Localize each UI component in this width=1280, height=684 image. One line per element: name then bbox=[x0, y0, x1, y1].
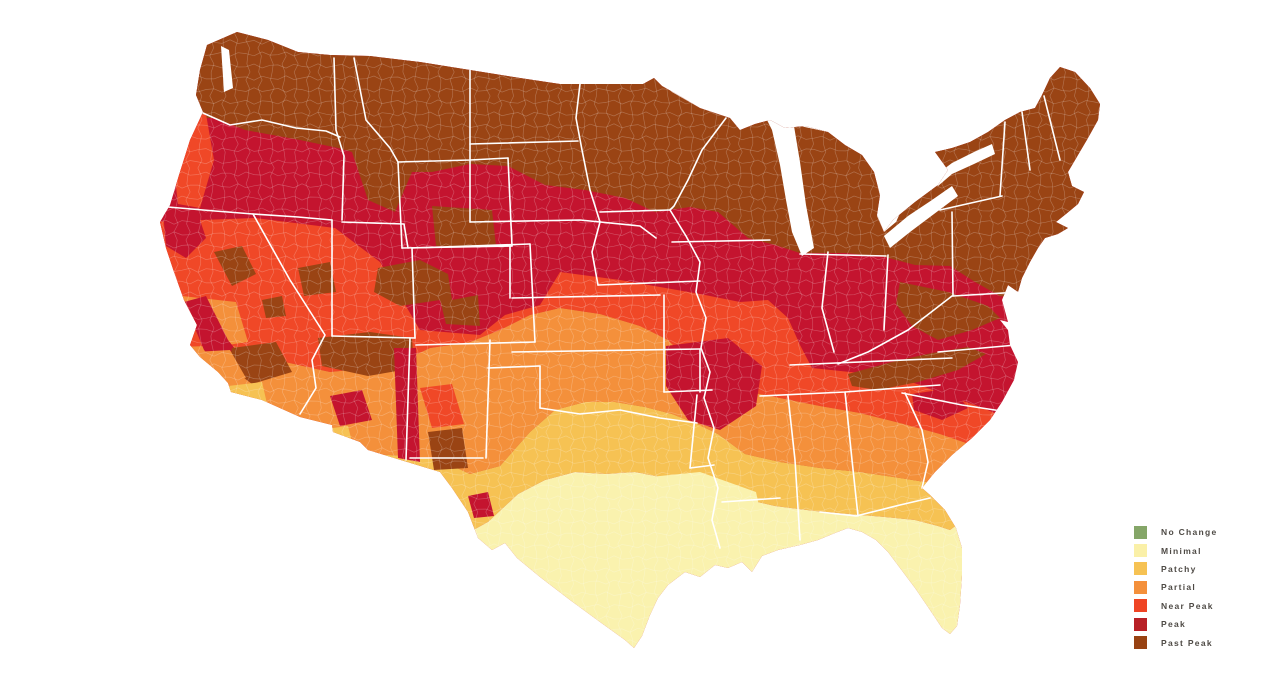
map-zone-past_peak[interactable] bbox=[298, 262, 336, 296]
map-zone-minimal[interactable] bbox=[634, 472, 766, 560]
legend-row: Past Peak bbox=[1134, 633, 1218, 651]
state-border bbox=[411, 243, 531, 249]
state-border bbox=[901, 392, 1009, 413]
map-zone-peak[interactable] bbox=[912, 388, 968, 420]
state-border bbox=[883, 254, 889, 331]
legend-label: Minimal bbox=[1161, 545, 1202, 556]
map-zone-past_peak[interactable] bbox=[432, 206, 496, 246]
state-border bbox=[904, 392, 929, 489]
state-border bbox=[799, 253, 887, 257]
state-border bbox=[819, 497, 931, 517]
legend-row: Peak bbox=[1134, 615, 1218, 633]
state-border bbox=[202, 112, 341, 138]
map-zone-peak[interactable] bbox=[468, 492, 494, 518]
lake-michigan bbox=[760, 104, 814, 256]
state-border bbox=[939, 195, 1003, 211]
legend-swatch-no-change bbox=[1134, 525, 1147, 539]
state-border bbox=[331, 335, 416, 339]
legend-label: Partial bbox=[1161, 582, 1197, 593]
legend-swatch-near-peak bbox=[1134, 599, 1147, 613]
state-border bbox=[487, 365, 541, 369]
map-zone-past_peak[interactable] bbox=[896, 282, 1000, 340]
map-zone-peak[interactable] bbox=[394, 348, 420, 462]
state-border bbox=[837, 295, 953, 365]
legend-row: Near Peak bbox=[1134, 597, 1218, 615]
state-border bbox=[575, 83, 601, 223]
state-border bbox=[999, 121, 1006, 197]
state-border bbox=[469, 140, 579, 145]
legend-swatch-peak bbox=[1134, 617, 1147, 631]
state-border bbox=[333, 57, 345, 221]
map-zone-peak[interactable] bbox=[163, 208, 206, 258]
legend-label: Near Peak bbox=[1161, 600, 1214, 611]
map-zone-near_peak[interactable] bbox=[150, 218, 1135, 448]
state-border bbox=[405, 337, 411, 461]
legend-swatch-past-peak bbox=[1134, 636, 1147, 650]
state-border bbox=[721, 497, 781, 503]
map-zone-near_peak[interactable] bbox=[420, 384, 464, 428]
legend-swatch-partial bbox=[1134, 580, 1147, 594]
map-zone-partial[interactable] bbox=[194, 350, 246, 384]
state-border bbox=[663, 389, 713, 393]
state-border bbox=[844, 391, 859, 517]
legend-row: Minimal bbox=[1134, 541, 1218, 559]
legend-swatch-minimal bbox=[1134, 544, 1147, 558]
map-zone-past_peak[interactable] bbox=[262, 296, 286, 318]
legend-label: Past Peak bbox=[1161, 637, 1213, 648]
state-border bbox=[469, 219, 657, 239]
map-zone-peak[interactable] bbox=[666, 338, 762, 430]
legend-row: No Change bbox=[1134, 523, 1218, 541]
state-border bbox=[689, 464, 715, 469]
state-border bbox=[669, 117, 727, 211]
map-zone-past_peak[interactable] bbox=[214, 246, 256, 286]
state-border bbox=[789, 357, 953, 366]
state-border bbox=[511, 294, 661, 299]
state-border bbox=[599, 209, 671, 213]
state-border bbox=[937, 344, 1017, 353]
map-zone-peak[interactable] bbox=[330, 390, 372, 426]
legend-row: Patchy bbox=[1134, 560, 1218, 578]
state-border bbox=[539, 407, 698, 424]
map-zone-past_peak[interactable] bbox=[374, 260, 480, 326]
state-border bbox=[511, 348, 701, 353]
state-border bbox=[1021, 111, 1031, 171]
legend-label: Peak bbox=[1161, 619, 1187, 630]
state-border bbox=[669, 209, 721, 549]
legend-swatch-patchy bbox=[1134, 562, 1147, 576]
legend-row: Partial bbox=[1134, 578, 1218, 596]
state-border bbox=[485, 339, 491, 459]
puget-sound bbox=[221, 46, 233, 92]
state-border bbox=[529, 243, 536, 343]
map-zone-past_peak[interactable] bbox=[428, 428, 468, 470]
state-border bbox=[341, 221, 409, 249]
state-border bbox=[787, 395, 801, 541]
state-border bbox=[507, 157, 513, 247]
map-zone-patchy[interactable] bbox=[318, 426, 354, 452]
lake-erie bbox=[884, 186, 958, 248]
legend-label: Patchy bbox=[1161, 563, 1197, 574]
state-border bbox=[591, 221, 601, 286]
state-border bbox=[821, 251, 835, 353]
state-border bbox=[252, 213, 326, 415]
state-border bbox=[397, 161, 403, 249]
state-border bbox=[415, 341, 536, 346]
legend-label: No Change bbox=[1161, 527, 1218, 538]
map-zone-past_peak[interactable] bbox=[228, 342, 292, 384]
state-border bbox=[951, 211, 954, 297]
state-border bbox=[597, 280, 701, 286]
foliage-legend: No Change Minimal Patchy Partial Near Pe… bbox=[1134, 523, 1218, 652]
state-border bbox=[1043, 95, 1061, 161]
county-grid-vertical bbox=[160, 32, 1100, 648]
map-zone-patchy[interactable] bbox=[228, 382, 268, 410]
state-border bbox=[353, 57, 399, 163]
map-zone-partial[interactable] bbox=[150, 308, 1135, 482]
state-border bbox=[411, 247, 416, 339]
lake-ontario bbox=[932, 144, 995, 186]
state-border bbox=[689, 394, 698, 469]
map-zone-past_peak[interactable] bbox=[318, 332, 414, 376]
